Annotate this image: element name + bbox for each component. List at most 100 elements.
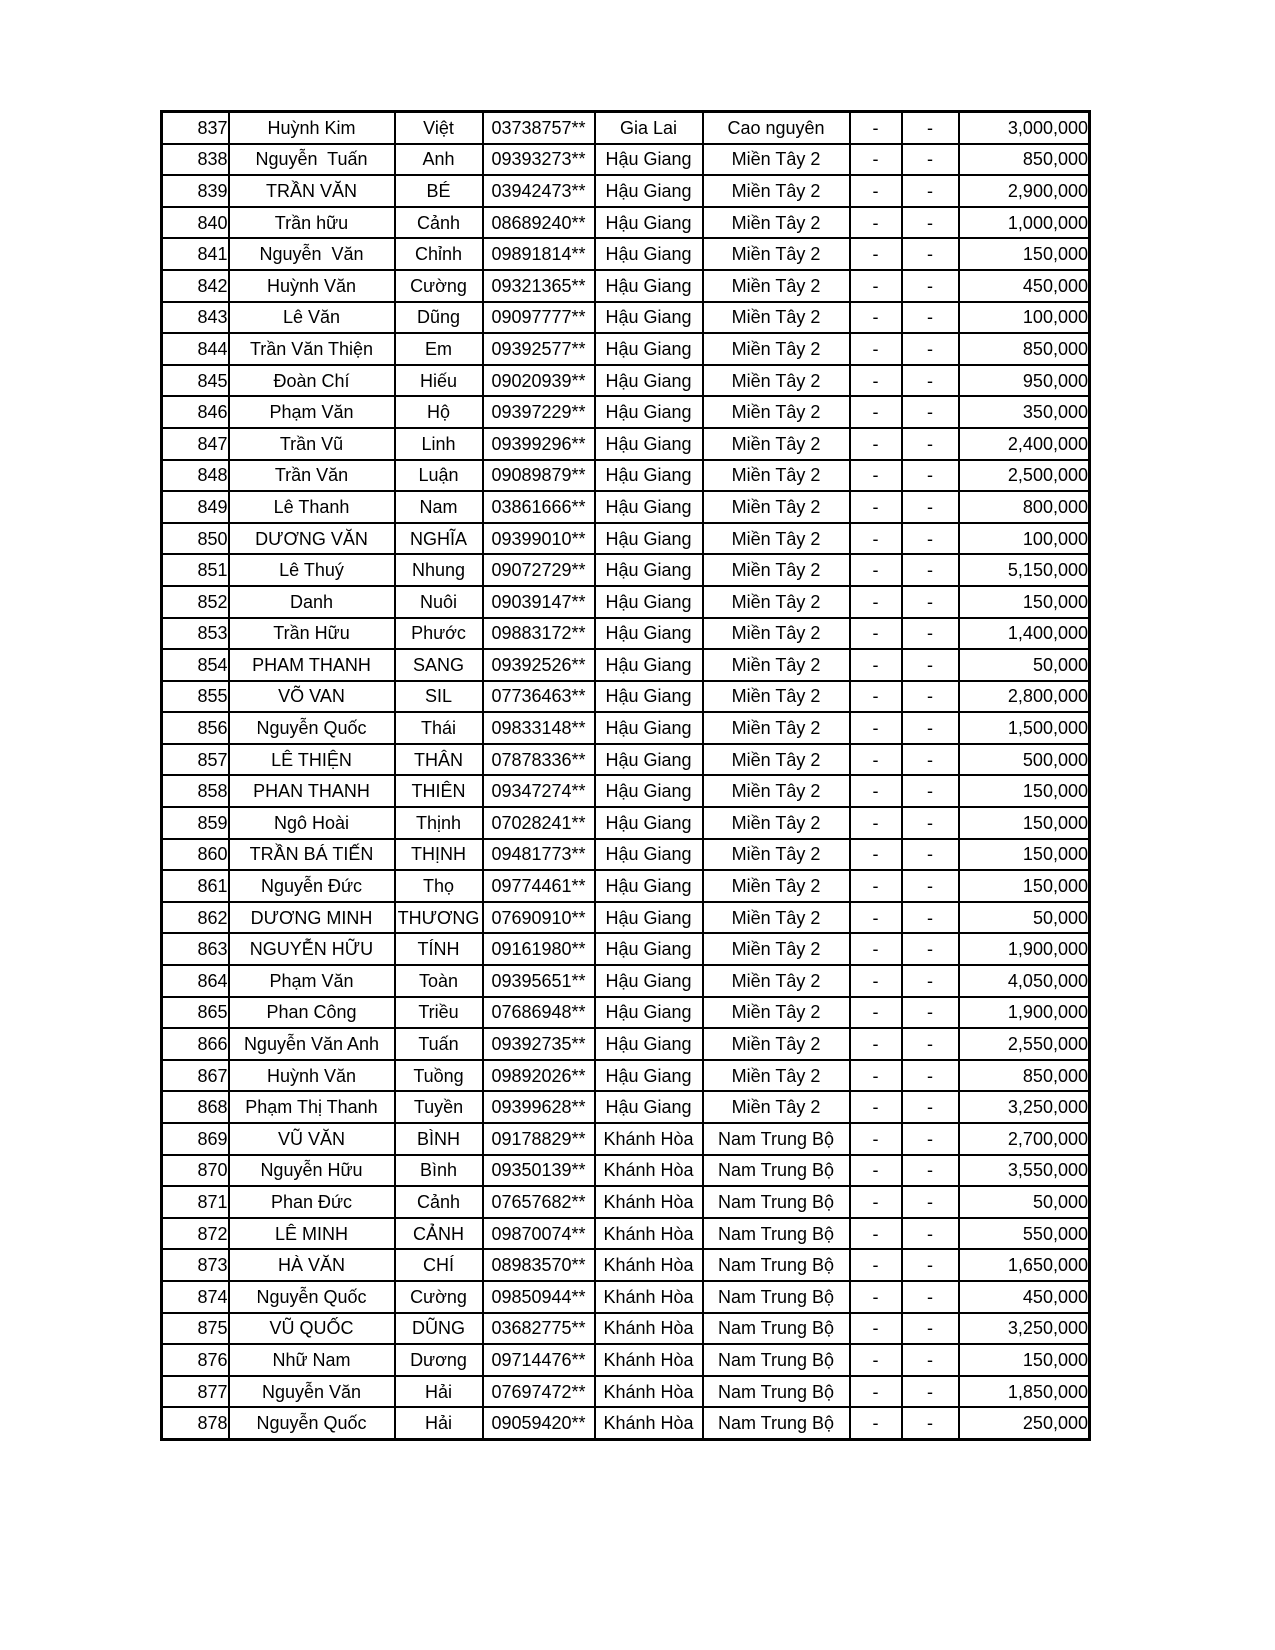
cell-phone-masked: 09393273**: [481, 142, 596, 177]
cell-region: Miền Tây 2: [701, 774, 851, 809]
cell-province: Khánh Hòa: [593, 1343, 704, 1377]
cell-dash-1: -: [848, 1153, 903, 1188]
cell-amount: 800,000: [957, 490, 1091, 524]
cell-index: 860: [160, 837, 230, 872]
cell-amount: 1,900,000: [957, 932, 1091, 967]
table-row: 863 NGUYỄN HỮU TÍNH 09161980** Hậu Giang Miền…: [160, 932, 1091, 967]
table-row: 859 Ngô Hoài Thịnh 07028241** Hậu Giang Miền …: [160, 806, 1091, 840]
cell-family-name: Nguyễn Hữu: [227, 1153, 396, 1188]
cell-given-name: Nuôi: [393, 584, 484, 619]
cell-family-name: PHAN THANH: [227, 774, 396, 809]
cell-family-name: Phan Công: [227, 995, 396, 1030]
cell-family-name: Nguyễn Quốc: [227, 1406, 396, 1441]
cell-family-name: Nguyễn Văn Anh: [227, 1027, 396, 1061]
cell-dash-2: -: [900, 142, 960, 177]
cell-given-name: Cường: [393, 1279, 484, 1314]
cell-family-name: DƯƠNG VĂN: [227, 521, 396, 556]
cell-given-name: Dương: [393, 1343, 484, 1377]
cell-dash-1: -: [848, 458, 903, 493]
cell-dash-2: -: [900, 1216, 960, 1251]
cell-index: 851: [160, 553, 230, 587]
cell-province: Hậu Giang: [593, 490, 704, 524]
table-row: 862 DƯƠNG MINH THƯƠNG 07690910** Hậu Giang Mi…: [160, 900, 1091, 935]
cell-index: 852: [160, 584, 230, 619]
cell-region: Nam Trung Bộ: [701, 1406, 851, 1441]
cell-dash-1: -: [848, 837, 903, 872]
cell-region: Miền Tây 2: [701, 648, 851, 682]
cell-index: 859: [160, 806, 230, 840]
cell-amount: 100,000: [957, 300, 1091, 335]
cell-dash-1: -: [848, 490, 903, 524]
cell-given-name: Toàn: [393, 964, 484, 998]
cell-region: Miền Tây 2: [701, 142, 851, 177]
cell-province: Hậu Giang: [593, 584, 704, 619]
table-row: 866 Nguyễn Văn Anh Tuấn 09392735** Hậu Giang…: [160, 1027, 1091, 1061]
cell-family-name: Danh: [227, 584, 396, 619]
table-row: 857 LÊ THIỆN THÂN 07878336** Hậu Giang Miền T…: [160, 742, 1091, 777]
cell-dash-2: -: [900, 1343, 960, 1377]
table-row: 855 VÕ VAN SIL 07736463** Hậu Giang Miền Tây …: [160, 679, 1091, 714]
cell-amount: 2,700,000: [957, 1122, 1091, 1156]
cell-dash-2: -: [900, 742, 960, 777]
cell-amount: 1,850,000: [957, 1374, 1091, 1409]
cell-phone-masked: 07686948**: [481, 995, 596, 1030]
table-row: 872 LÊ MINH CẢNH 09870074** Khánh Hòa Nam Tru…: [160, 1216, 1091, 1251]
cell-phone-masked: 09020939**: [481, 363, 596, 398]
cell-index: 842: [160, 268, 230, 303]
cell-dash-1: -: [848, 363, 903, 398]
cell-dash-2: -: [900, 837, 960, 872]
cell-phone-masked: 09347274**: [481, 774, 596, 809]
cell-dash-2: -: [900, 648, 960, 682]
cell-amount: 450,000: [957, 1279, 1091, 1314]
cell-amount: 5,150,000: [957, 553, 1091, 587]
cell-dash-1: -: [848, 995, 903, 1030]
cell-phone-masked: 09481773**: [481, 837, 596, 872]
cell-region: Nam Trung Bộ: [701, 1311, 851, 1346]
cell-amount: 150,000: [957, 774, 1091, 809]
cell-given-name: Em: [393, 332, 484, 366]
cell-province: Hậu Giang: [593, 237, 704, 271]
cell-phone-masked: 08983570**: [481, 1248, 596, 1282]
cell-phone-masked: 09161980**: [481, 932, 596, 967]
cell-phone-masked: 03682775**: [481, 1311, 596, 1346]
cell-index: 837: [160, 110, 230, 145]
cell-amount: 2,400,000: [957, 426, 1091, 461]
cell-province: Hậu Giang: [593, 142, 704, 177]
cell-index: 857: [160, 742, 230, 777]
cell-given-name: Thọ: [393, 869, 484, 903]
cell-index: 843: [160, 300, 230, 335]
cell-phone-masked: 09714476**: [481, 1343, 596, 1377]
cell-amount: 850,000: [957, 142, 1091, 177]
cell-dash-1: -: [848, 869, 903, 903]
cell-dash-2: -: [900, 553, 960, 587]
cell-region: Miền Tây 2: [701, 932, 851, 967]
cell-dash-1: -: [848, 932, 903, 967]
cell-dash-2: -: [900, 1248, 960, 1282]
cell-dash-2: -: [900, 869, 960, 903]
cell-dash-2: -: [900, 1279, 960, 1314]
cell-phone-masked: 09891814**: [481, 237, 596, 271]
table-row: 870 Nguyễn Hữu Bình 09350139** Khánh Hòa Nam …: [160, 1153, 1091, 1188]
table-row: 861 Nguyễn Đức Thọ 09774461** Hậu Giang Miền …: [160, 869, 1091, 903]
cell-phone-masked: 09399010**: [481, 521, 596, 556]
cell-given-name: Hộ: [393, 395, 484, 429]
cell-phone-masked: 09059420**: [481, 1406, 596, 1441]
cell-family-name: Nguyễn Văn: [227, 1374, 396, 1409]
cell-given-name: Bình: [393, 1153, 484, 1188]
cell-amount: 3,250,000: [957, 1090, 1091, 1124]
cell-index: 869: [160, 1122, 230, 1156]
cell-family-name: Trần Vũ: [227, 426, 396, 461]
cell-amount: 450,000: [957, 268, 1091, 303]
cell-phone-masked: 07657682**: [481, 1185, 596, 1219]
cell-index: 875: [160, 1311, 230, 1346]
cell-family-name: Trần Văn Thiện: [227, 332, 396, 366]
cell-dash-1: -: [848, 711, 903, 745]
cell-family-name: Lê Thuý: [227, 553, 396, 587]
table-row: 838 Nguyễn Tuấn Anh 09393273** Hậu Giang Miền…: [160, 142, 1091, 177]
cell-amount: 850,000: [957, 1058, 1091, 1093]
cell-given-name: Luận: [393, 458, 484, 493]
cell-family-name: Trần Hữu: [227, 616, 396, 651]
cell-province: Khánh Hòa: [593, 1185, 704, 1219]
cell-given-name: BÉ: [393, 174, 484, 208]
cell-given-name: Phước: [393, 616, 484, 651]
